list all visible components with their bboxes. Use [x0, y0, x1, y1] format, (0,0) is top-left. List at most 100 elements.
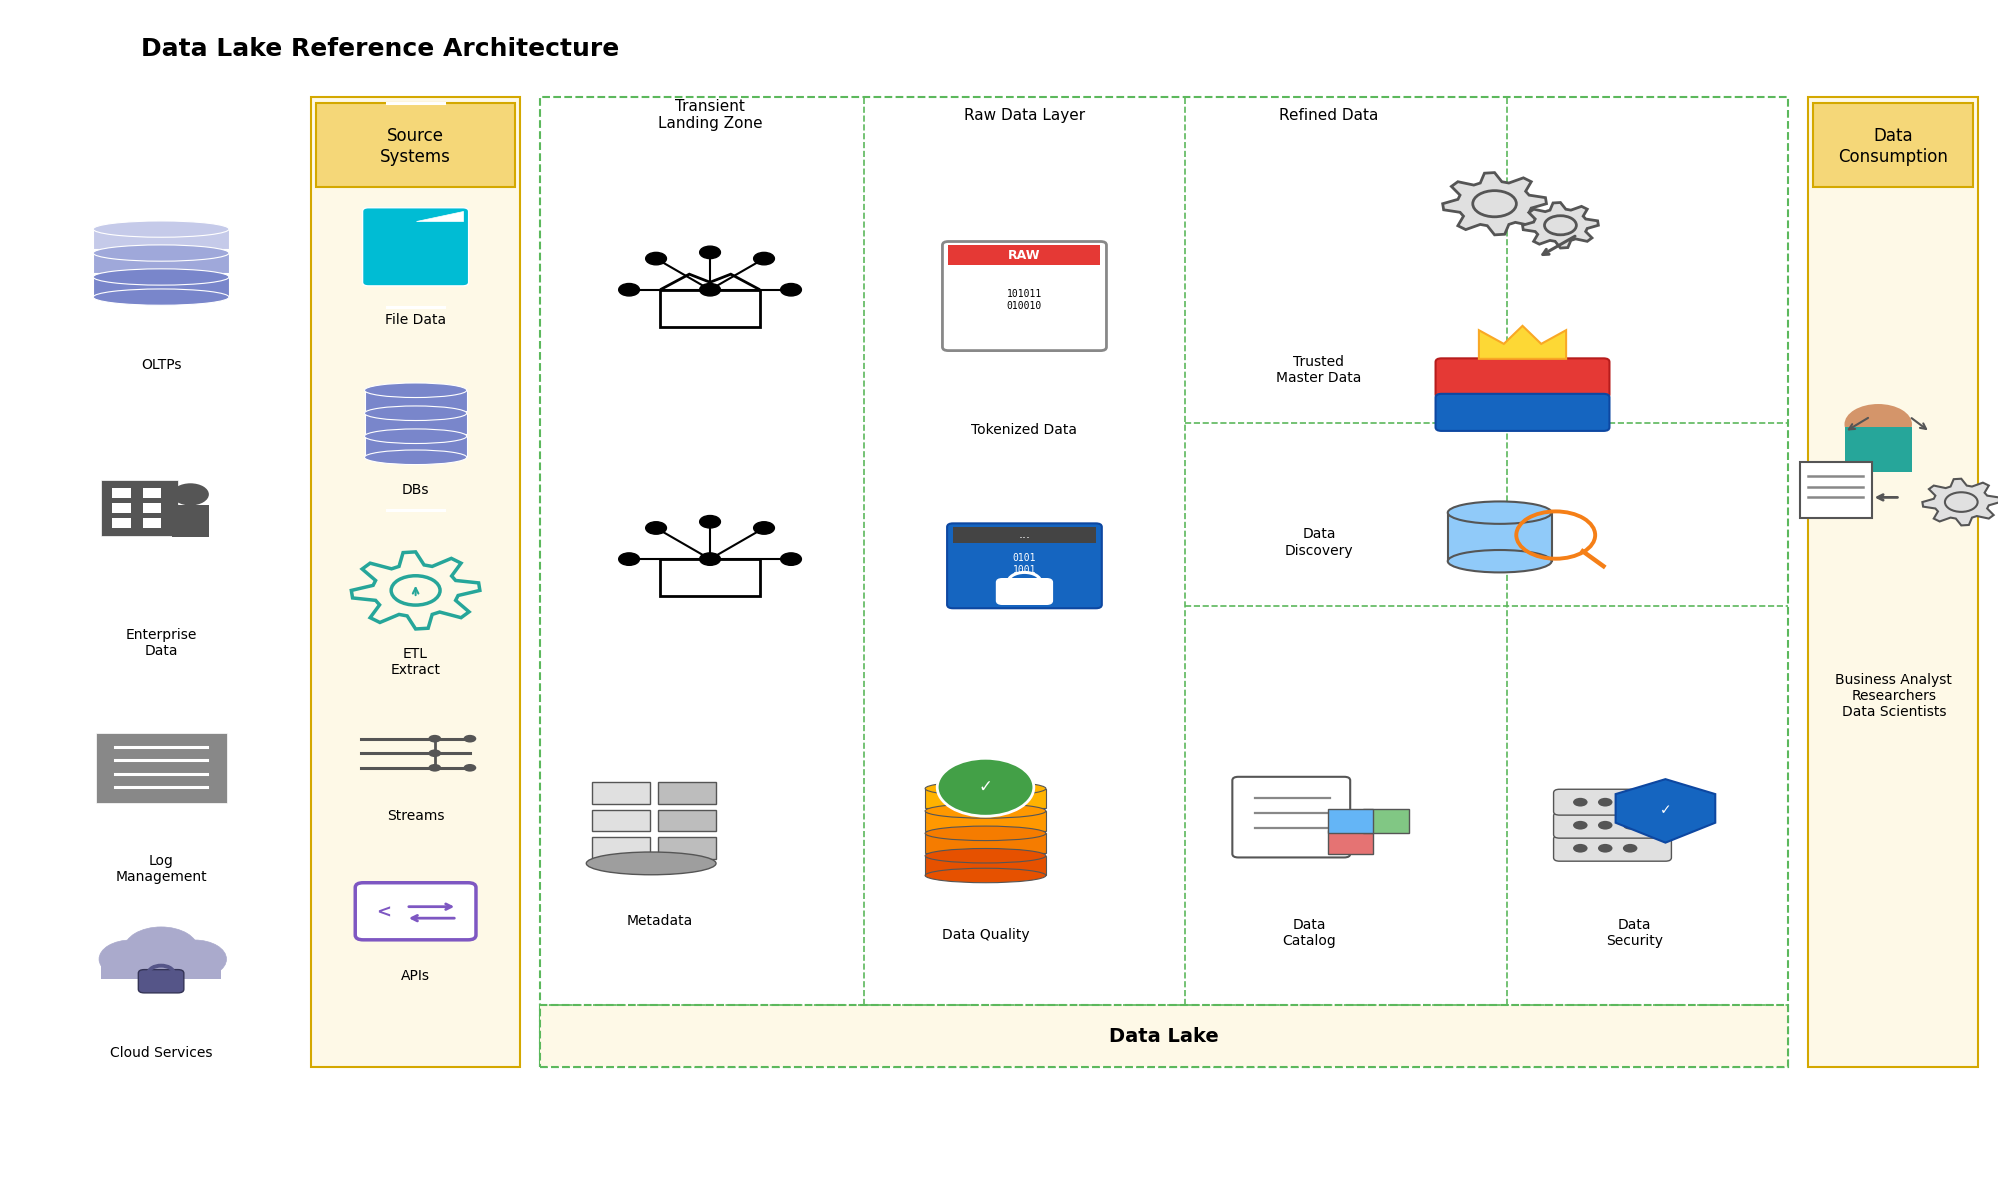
- Polygon shape: [1922, 479, 1998, 526]
- Ellipse shape: [925, 781, 1045, 796]
- Bar: [1363, 809, 1409, 833]
- Text: ✓: ✓: [1658, 803, 1670, 817]
- Bar: [112, 488, 130, 498]
- Text: Tokenized Data: Tokenized Data: [971, 422, 1077, 437]
- Polygon shape: [1614, 779, 1714, 842]
- Polygon shape: [1479, 326, 1564, 359]
- Text: Trusted
Master Data: Trusted Master Data: [1275, 355, 1361, 385]
- Circle shape: [428, 764, 442, 772]
- Bar: [947, 245, 1101, 265]
- Ellipse shape: [364, 383, 466, 397]
- Text: <: <: [376, 904, 392, 922]
- Circle shape: [428, 734, 442, 743]
- Bar: [539, 1004, 1786, 1067]
- Bar: [100, 958, 222, 979]
- Bar: [1327, 809, 1373, 833]
- Circle shape: [937, 758, 1033, 816]
- FancyBboxPatch shape: [1552, 835, 1670, 862]
- Bar: [94, 277, 230, 298]
- Bar: [94, 229, 230, 250]
- Text: Data
Consumption: Data Consumption: [1836, 127, 1946, 166]
- Text: Data Lake: Data Lake: [1109, 1027, 1219, 1046]
- Circle shape: [699, 516, 719, 528]
- Circle shape: [1622, 844, 1636, 853]
- Text: Raw Data Layer: Raw Data Layer: [963, 108, 1085, 122]
- Ellipse shape: [364, 450, 466, 464]
- Bar: [925, 788, 1045, 809]
- FancyBboxPatch shape: [1552, 790, 1670, 815]
- FancyBboxPatch shape: [1435, 394, 1608, 431]
- Bar: [925, 811, 1045, 830]
- Circle shape: [645, 252, 665, 265]
- Text: Transient
Landing Zone: Transient Landing Zone: [657, 98, 761, 131]
- Circle shape: [1572, 844, 1586, 853]
- FancyBboxPatch shape: [362, 208, 468, 286]
- Circle shape: [1473, 191, 1516, 217]
- Circle shape: [1596, 844, 1612, 853]
- Text: 101011
010010: 101011 010010: [1007, 289, 1041, 311]
- Text: ...: ...: [1017, 528, 1029, 541]
- Text: Streams: Streams: [388, 809, 444, 822]
- Text: Refined Data: Refined Data: [1279, 108, 1379, 122]
- Text: 0101
1001: 0101 1001: [1013, 553, 1035, 575]
- Circle shape: [1544, 216, 1576, 235]
- Text: File Data: File Data: [386, 313, 446, 326]
- Text: Data
Security: Data Security: [1604, 918, 1662, 948]
- Circle shape: [781, 283, 801, 296]
- Ellipse shape: [925, 826, 1045, 840]
- Circle shape: [1944, 492, 1976, 512]
- Bar: [1812, 103, 1972, 187]
- Text: Log
Management: Log Management: [116, 854, 208, 884]
- Bar: [310, 97, 519, 1067]
- Bar: [364, 437, 466, 457]
- Ellipse shape: [364, 428, 466, 444]
- Circle shape: [1596, 821, 1612, 829]
- FancyBboxPatch shape: [941, 241, 1107, 350]
- Circle shape: [172, 484, 208, 505]
- Text: Source
Systems: Source Systems: [380, 127, 452, 166]
- Bar: [1806, 97, 1976, 1067]
- Bar: [925, 856, 1045, 876]
- Circle shape: [428, 750, 442, 757]
- Bar: [591, 810, 649, 832]
- Bar: [142, 518, 162, 528]
- Circle shape: [753, 522, 773, 534]
- Circle shape: [464, 734, 476, 743]
- Bar: [657, 810, 715, 832]
- Ellipse shape: [585, 852, 715, 875]
- Bar: [100, 480, 178, 535]
- Text: RAW: RAW: [1007, 248, 1041, 262]
- Bar: [142, 488, 162, 498]
- Circle shape: [619, 283, 639, 296]
- Circle shape: [645, 522, 665, 534]
- FancyBboxPatch shape: [138, 970, 184, 992]
- Bar: [925, 833, 1045, 853]
- Circle shape: [781, 553, 801, 565]
- Ellipse shape: [94, 245, 230, 262]
- Circle shape: [1572, 798, 1586, 806]
- Text: Enterprise
Data: Enterprise Data: [126, 628, 196, 658]
- Bar: [1800, 462, 1870, 517]
- Bar: [657, 782, 715, 804]
- Polygon shape: [1522, 203, 1598, 248]
- Circle shape: [162, 940, 226, 978]
- Text: OLTPs: OLTPs: [140, 359, 182, 372]
- Ellipse shape: [94, 289, 230, 305]
- Bar: [96, 733, 226, 803]
- Circle shape: [100, 940, 162, 978]
- Ellipse shape: [1447, 550, 1550, 572]
- Bar: [112, 503, 130, 512]
- Text: Data
Discovery: Data Discovery: [1285, 528, 1353, 558]
- Text: Data
Catalog: Data Catalog: [1281, 918, 1335, 948]
- Text: Metadata: Metadata: [627, 914, 693, 928]
- FancyBboxPatch shape: [1435, 359, 1608, 398]
- Ellipse shape: [364, 406, 466, 420]
- Ellipse shape: [925, 848, 1045, 863]
- Bar: [94, 253, 230, 274]
- Bar: [364, 413, 466, 434]
- Bar: [316, 103, 515, 187]
- Circle shape: [1844, 404, 1910, 444]
- Circle shape: [464, 764, 476, 772]
- Text: APIs: APIs: [402, 968, 430, 983]
- FancyBboxPatch shape: [1231, 776, 1349, 858]
